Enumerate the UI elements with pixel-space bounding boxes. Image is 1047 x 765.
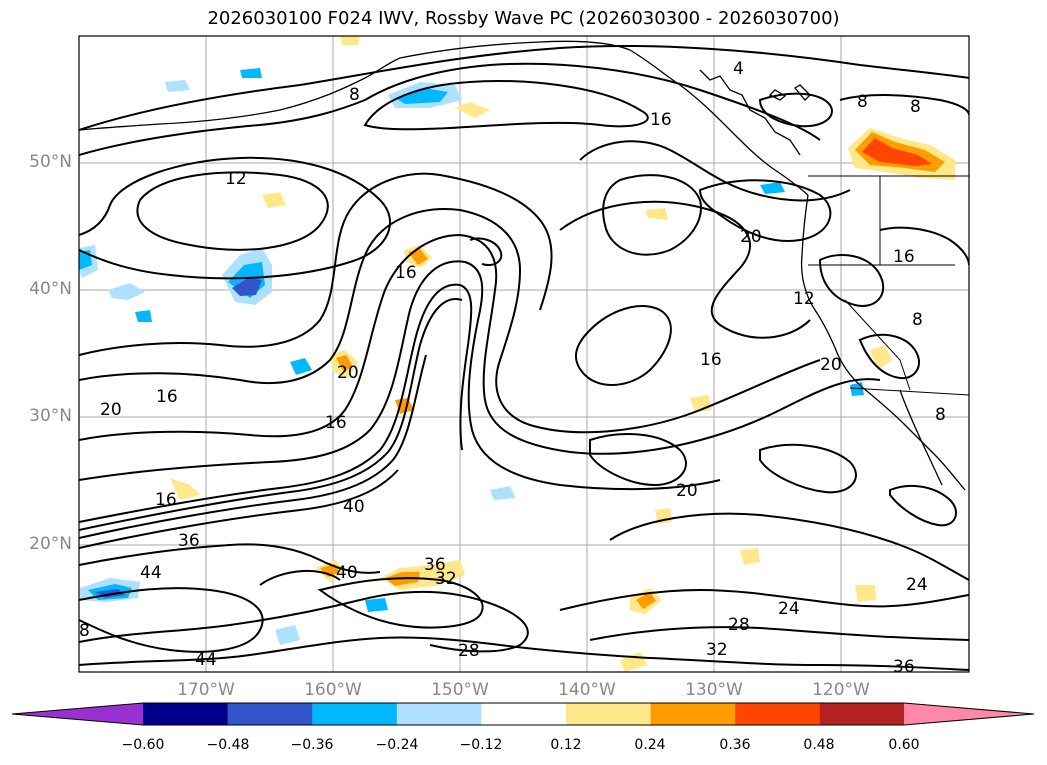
lat-label: 30°N	[29, 406, 72, 426]
lat-label: 50°N	[29, 152, 72, 172]
map-frame	[78, 35, 970, 673]
lon-label: 170°W	[177, 680, 235, 700]
colorbar-swatch	[312, 703, 398, 725]
contour-label: 8	[912, 310, 923, 330]
contour-label: 20	[740, 227, 762, 247]
contour-label: 12	[225, 169, 247, 189]
lon-label: 150°W	[431, 680, 489, 700]
contour-label: 16	[395, 263, 417, 283]
colorbar-tick: −0.12	[459, 737, 503, 753]
lon-label: 160°W	[304, 680, 362, 700]
contour-label: 8	[349, 85, 360, 105]
colorbar-swatch	[566, 703, 652, 725]
lon-label: 140°W	[558, 680, 616, 700]
pc-shading	[79, 36, 955, 672]
colorbar-tick: 0.36	[719, 737, 751, 753]
contour-label: 40	[343, 497, 365, 517]
contour-label: 28	[458, 641, 480, 661]
contour-label: 44	[140, 563, 162, 583]
colorbar-tick: 0.24	[634, 737, 666, 753]
contour-label: 20	[100, 400, 122, 420]
lon-label: 130°W	[685, 680, 743, 700]
colorbar-tick: −0.36	[290, 737, 334, 753]
contour-label: 36	[893, 657, 915, 677]
contour-label: 8	[857, 92, 868, 112]
colorbar-tick: 0.12	[550, 737, 582, 753]
colorbar-extend-low	[12, 703, 143, 725]
colorbar-extend-high	[904, 703, 1034, 725]
colorbar-tick: −0.60	[121, 737, 165, 753]
contour-label: 40	[336, 563, 358, 583]
colorbar-swatch	[735, 703, 821, 725]
contour-label: 8	[935, 405, 946, 425]
contour-label: 8	[910, 97, 921, 117]
lat-label: 20°N	[29, 534, 72, 554]
contour-label: 24	[906, 575, 928, 595]
iwv-contours	[79, 44, 969, 671]
coastlines	[79, 40, 966, 491]
contour-label: 36	[178, 531, 200, 551]
contour-label: 44	[195, 650, 217, 670]
colorbar	[11, 702, 1035, 726]
lat-label: 40°N	[29, 279, 72, 299]
contour-label: 28	[728, 615, 750, 635]
lon-label: 120°W	[812, 680, 870, 700]
contour-label: 32	[706, 640, 728, 660]
colorbar-swatch	[227, 703, 313, 725]
contour-label: 24	[778, 599, 800, 619]
contour-label: 36	[424, 555, 446, 575]
contour-label: 16	[156, 387, 178, 407]
colorbar-tick: −0.48	[206, 737, 250, 753]
colorbar-outline	[11, 702, 1035, 726]
contour-label-group: 4 8 8 8 12 12 16 16 16 16 16 16 16 20 20…	[79, 59, 946, 677]
contour-label: 16	[650, 110, 672, 130]
contour-label: 20	[676, 481, 698, 501]
colorbar-tick: −0.24	[375, 737, 419, 753]
colorbar-tick: 0.60	[888, 737, 920, 753]
contour-label: 4	[733, 59, 744, 79]
colorbar-swatch	[143, 703, 229, 725]
contour-label: 16	[155, 490, 177, 510]
map-title: 2026030100 F024 IWV, Rossby Wave PC (202…	[207, 8, 840, 29]
colorbar-swatch	[396, 703, 482, 725]
colorbar-swatch	[481, 703, 567, 725]
contour-label: 12	[793, 289, 815, 309]
political-borders	[808, 175, 969, 396]
contour-label: 20	[337, 363, 359, 383]
colorbar-swatch	[650, 703, 736, 725]
colorbar-swatches	[143, 703, 905, 725]
contour-label: 16	[893, 247, 915, 267]
colorbar-tick: 0.48	[803, 737, 835, 753]
contour-label: 16	[325, 413, 347, 433]
contour-label: 20	[820, 355, 842, 375]
contour-label: 8	[79, 621, 90, 641]
colorbar-swatch	[819, 703, 905, 725]
contour-label: 32	[435, 569, 457, 589]
contour-label: 16	[700, 350, 722, 370]
map-plot-area	[79, 36, 969, 672]
